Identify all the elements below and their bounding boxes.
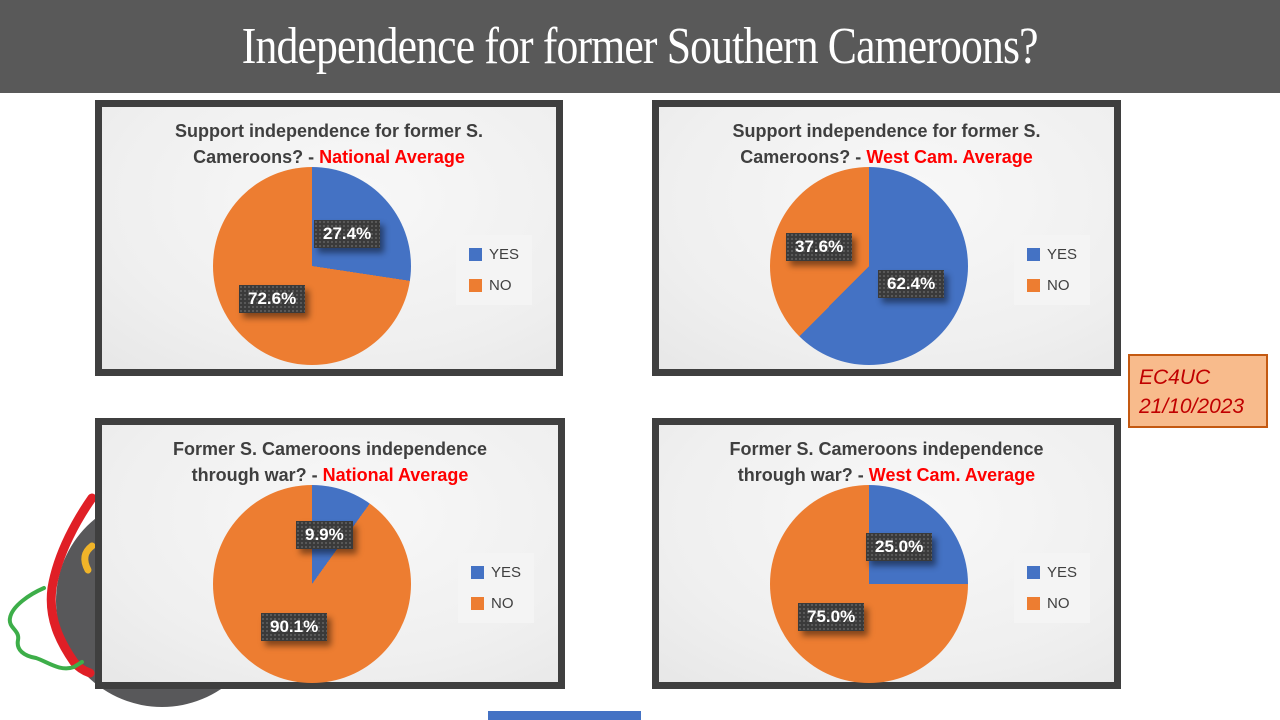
legend-no-label: NO [490,595,514,612]
chart-title: Former S. Cameroons independence through… [102,436,558,488]
legend-yes-swatch [1026,248,1040,261]
chart-panel-war-national: Former S. Cameroons independence through… [95,418,565,689]
legend-no-swatch [1026,279,1040,292]
legend-yes-swatch [1026,566,1040,579]
chart-title-line1: Former S. Cameroons independence [729,439,1044,459]
legend-yes-label: YES [1046,246,1077,263]
chart-title-highlight: National Average [322,465,469,485]
data-label-yes: 9.9% [296,521,353,549]
legend-item-yes: YES [470,564,521,581]
pie-chart [770,167,968,365]
chart-title-line2: through war? - West Cam. Average [737,465,1036,485]
chart-title-line2: Cameroons? - West Cam. Average [740,147,1033,167]
logo-red-outline [46,493,97,678]
pie-chart [770,485,968,683]
logo-yellow-mark [81,542,96,574]
logo-green-outline [7,586,84,671]
chart-title: Support independence for former S. Camer… [102,118,556,170]
data-label-no: 90.1% [261,613,328,641]
legend-yes-label: YES [1046,564,1077,581]
data-label-no: 72.6% [239,285,306,313]
legend-item-no: NO [470,595,521,612]
legend-yes-swatch [470,566,484,579]
chart-title-line1: Support independence for former S. [732,121,1041,141]
legend-yes-label: YES [490,564,521,581]
data-label-no: 75.0% [798,603,865,631]
data-label-yes: 27.4% [314,220,381,248]
legend-item-yes: YES [1026,246,1077,263]
legend-yes-label: YES [488,246,519,263]
chart-panel-support-national: Support independence for former S. Camer… [95,100,563,376]
legend-no-label: NO [1046,277,1070,294]
chart-title: Support independence for former S. Camer… [659,118,1114,170]
legend: YES NO [455,235,532,305]
legend-item-yes: YES [468,246,519,263]
chart-title-line1: Former S. Cameroons independence [172,439,488,459]
chart-panel-support-westcam: Support independence for former S. Camer… [652,100,1121,376]
pie-chart [213,485,411,683]
stamp-date: 21/10/2023 [1139,395,1245,418]
legend: YES NO [457,553,534,623]
legend-no-label: NO [1046,595,1070,612]
legend-item-no: NO [468,277,519,294]
pie-chart [213,167,411,365]
legend-item-no: NO [1026,595,1077,612]
chart-title-highlight: West Cam. Average [868,465,1036,485]
legend-item-no: NO [1026,277,1077,294]
bottom-progress-bar [488,711,641,720]
chart-title: Former S. Cameroons independence through… [659,436,1114,488]
chart-title-highlight: West Cam. Average [866,147,1033,167]
chart-title-highlight: National Average [319,147,465,167]
legend: YES NO [1013,553,1090,623]
chart-title-line1: Support independence for former S. [174,121,484,141]
date-stamp-box: EC4UC 21/10/2023 [1128,354,1268,428]
legend-item-yes: YES [1026,564,1077,581]
legend-no-swatch [1026,597,1040,610]
slide-title-bar: Independence for former Southern Cameroo… [0,0,1280,93]
legend-no-label: NO [488,277,512,294]
data-label-yes: 62.4% [878,270,945,298]
stamp-org: EC4UC [1139,366,1211,389]
chart-title-line2: through war? - National Average [191,465,469,485]
data-label-no: 37.6% [786,233,853,261]
slide-title: Independence for former Southern Cameroo… [242,18,1039,75]
legend: YES NO [1013,235,1090,305]
chart-panel-war-westcam: Former S. Cameroons independence through… [652,418,1121,689]
legend-no-swatch [470,597,484,610]
chart-title-line2: Cameroons? - National Average [193,147,465,167]
legend-no-swatch [468,279,482,292]
data-label-yes: 25.0% [866,533,933,561]
legend-yes-swatch [468,248,482,261]
